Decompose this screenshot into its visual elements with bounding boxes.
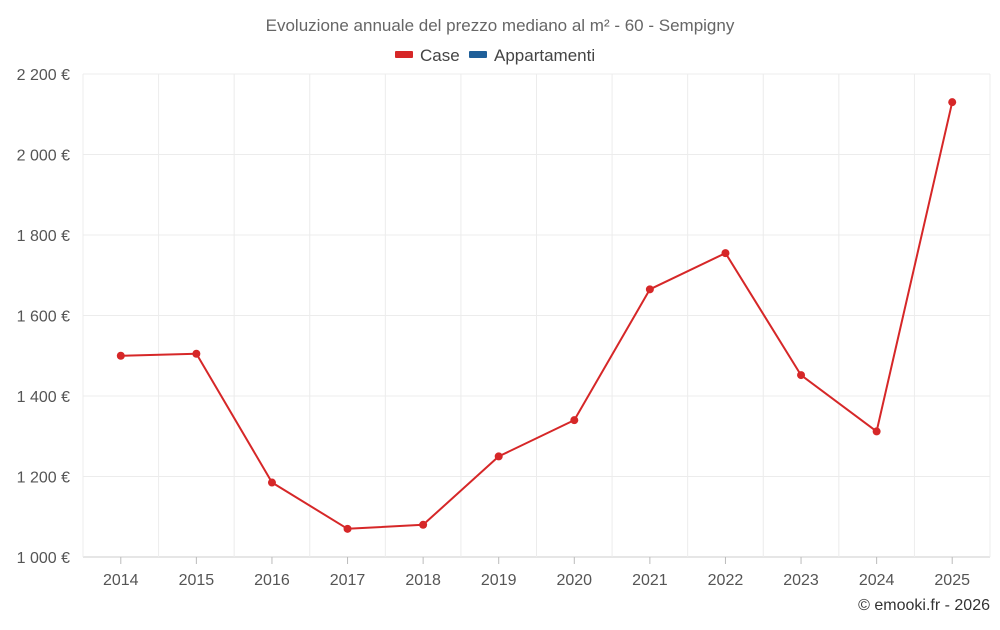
data-point-2015	[192, 349, 201, 358]
data-point-2024	[872, 427, 881, 436]
x-tick-label: 2020	[556, 572, 592, 589]
x-tick-label: 2023	[783, 572, 819, 589]
legend: Case Appartamenti	[395, 46, 595, 65]
chart-title: Evoluzione annuale del prezzo mediano al…	[266, 16, 735, 35]
data-point-2021	[645, 285, 654, 294]
y-tick-label: 2 000 €	[17, 148, 70, 165]
x-axis: 2014 2015 2016 2017 2018 2019 2020 2021 2022 2023…	[103, 557, 970, 589]
data-point-2022	[721, 249, 730, 258]
x-tick-label: 2024	[859, 572, 895, 589]
series-line-case	[120, 101, 954, 530]
legend-label-appartamenti: Appartamenti	[494, 46, 595, 65]
data-point-2016	[267, 478, 276, 487]
data-point-2017	[343, 524, 352, 533]
x-tick-label: 2019	[481, 572, 517, 589]
data-point-2014	[116, 351, 125, 360]
data-point-2019	[494, 452, 503, 461]
legend-swatch-appartamenti	[469, 51, 487, 58]
y-tick-label: 2 200 €	[17, 67, 70, 84]
data-point-2025	[948, 98, 957, 107]
x-tick-label: 2025	[934, 572, 970, 589]
legend-label-case: Case	[420, 46, 460, 65]
x-tick-label: 2016	[254, 572, 290, 589]
x-tick-label: 2015	[179, 572, 215, 589]
x-tick-label: 2018	[405, 572, 441, 589]
y-tick-label: 1 800 €	[17, 228, 70, 245]
x-tick-label: 2022	[708, 572, 744, 589]
data-point-2018	[419, 520, 428, 529]
data-point-2023	[797, 371, 806, 380]
x-tick-label: 2017	[330, 572, 366, 589]
series-layer	[116, 98, 957, 533]
credit-text: © emooki.fr - 2026	[858, 597, 990, 614]
legend-swatch-case	[395, 51, 413, 58]
y-tick-label: 1 600 €	[17, 309, 70, 326]
data-point-2020	[570, 416, 579, 425]
x-tick-label: 2021	[632, 572, 668, 589]
y-tick-label: 1 200 €	[17, 470, 70, 487]
y-axis: 1 000 € 1 200 € 1 400 € 1 600 € 1 800 € 2 000…	[17, 67, 70, 567]
y-tick-label: 1 400 €	[17, 389, 70, 406]
y-tick-label: 1 000 €	[17, 550, 70, 567]
x-tick-label: 2014	[103, 572, 139, 589]
